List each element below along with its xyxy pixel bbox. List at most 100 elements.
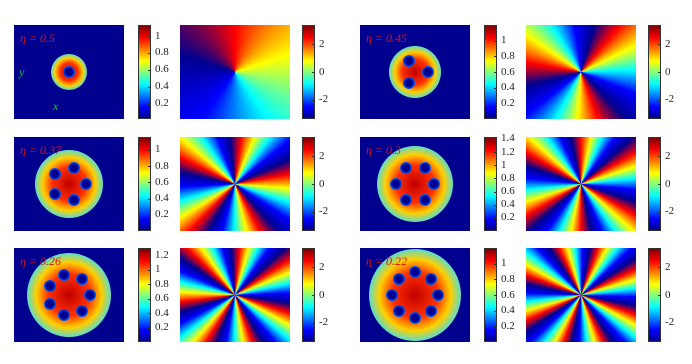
colorbar-tick-label: 0	[319, 288, 325, 301]
colorbar-tick-label: 0.4	[155, 80, 169, 93]
colorbar-tick-label: 0.4	[155, 192, 169, 205]
colorbar-tick-label: 0.2	[501, 96, 515, 109]
colorbar-tick	[148, 198, 151, 200]
phase-image	[526, 248, 636, 342]
phase-image	[180, 248, 290, 342]
colorbar-tick-label: 1	[155, 29, 161, 42]
vortex-core	[402, 77, 415, 90]
colorbar-tick-label: 0.6	[155, 63, 169, 76]
vortex-core	[49, 187, 62, 200]
vortex-core	[386, 289, 398, 301]
colorbar-tick	[658, 99, 661, 101]
colorbar-tick	[494, 165, 497, 167]
colorbar	[138, 25, 151, 119]
colorbar-tick-label: 0.8	[501, 272, 515, 285]
density-blob	[35, 150, 103, 218]
colorbar-tick-label: 0.4	[155, 306, 169, 319]
colorbar-tick	[658, 267, 661, 269]
vortex-core	[84, 289, 96, 301]
colorbar-tick	[494, 72, 497, 73]
axis-label-y: y	[19, 65, 25, 79]
colorbar-tick	[658, 156, 661, 158]
colorbar-tick	[312, 211, 315, 213]
colorbar-tick	[658, 44, 661, 46]
colorbar-tick-label: 0.8	[155, 159, 169, 172]
colorbar-tick	[658, 295, 661, 296]
vortex-core	[425, 305, 438, 318]
colorbar-tick-label: 2	[665, 260, 671, 273]
colorbar-tick	[494, 56, 497, 58]
vortex-core	[80, 178, 92, 190]
colorbar-tick	[494, 263, 497, 265]
colorbar-tick-label: 0.4	[501, 304, 515, 317]
vortex-core	[76, 305, 89, 318]
colorbar-tick	[312, 99, 315, 101]
colorbar-tick	[658, 211, 661, 213]
colorbar-tick-label: -2	[319, 93, 329, 106]
colorbar-tick	[312, 184, 315, 185]
colorbar-tick-label: 0.6	[501, 288, 515, 301]
colorbar-tick	[494, 326, 497, 328]
vortex-core	[409, 312, 421, 324]
panel-label: η = 0.3	[366, 143, 402, 157]
colorbar-tick	[494, 310, 497, 312]
colorbar-tick	[494, 103, 497, 105]
vortex-core	[392, 305, 405, 318]
colorbar-tick-label: 0.2	[501, 211, 515, 224]
vortex-core	[44, 298, 57, 311]
phase-image	[526, 137, 636, 231]
axis-label-x: x	[53, 99, 59, 113]
colorbar-tick	[148, 284, 151, 286]
colorbar-tick-label: 0	[319, 177, 325, 190]
vortex-core	[418, 161, 431, 174]
colorbar-tick	[148, 298, 151, 300]
colorbar-tick-label: 1	[501, 34, 507, 47]
colorbar-tick-label: 0.2	[155, 208, 169, 221]
colorbar-tick-label: -2	[665, 316, 675, 329]
vortex-core	[428, 178, 440, 190]
colorbar-tick-label: -2	[319, 316, 329, 329]
colorbar-tick-label: 0.2	[501, 319, 515, 332]
colorbar	[138, 248, 151, 342]
colorbar-tick	[148, 36, 151, 37]
colorbar-tick	[494, 295, 497, 296]
colorbar-tick	[312, 44, 315, 46]
colorbar-tick-label: 2	[665, 37, 671, 50]
colorbar-tick-label: -2	[665, 93, 675, 106]
density-blob	[27, 253, 111, 337]
vortex-core	[63, 66, 75, 78]
vortex-core	[418, 194, 431, 207]
colorbar-tick	[494, 152, 497, 154]
panel-label: η = 0.37	[20, 143, 62, 157]
vortex-core	[409, 266, 421, 278]
colorbar-tick	[312, 322, 315, 324]
colorbar-tick	[494, 217, 497, 219]
colorbar-tick	[148, 86, 151, 88]
colorbar-tick-label: 0.8	[155, 277, 169, 290]
vortex-core	[44, 279, 57, 292]
vortex-core	[425, 272, 438, 285]
colorbar-tick-label: 0.2	[155, 321, 169, 334]
colorbar-tick	[658, 184, 661, 185]
vortex-core	[68, 161, 81, 174]
colorbar-tick	[494, 191, 497, 193]
colorbar-tick-label: 1.4	[501, 132, 515, 145]
colorbar-tick	[312, 295, 315, 296]
colorbar	[138, 137, 151, 231]
colorbar-tick-label: 0.6	[501, 65, 515, 78]
vortex-core	[399, 194, 412, 207]
colorbar-tick-label: 2	[319, 37, 325, 50]
colorbar-tick	[312, 72, 315, 73]
colorbar-tick-label: 1	[501, 158, 507, 171]
colorbar-tick	[494, 138, 497, 140]
colorbar-tick-label: 0	[665, 288, 671, 301]
vortex-core	[58, 268, 71, 281]
colorbar-tick	[312, 267, 315, 269]
panel-label: η = 0.5	[20, 31, 56, 45]
vortex-core	[76, 272, 89, 285]
colorbar-tick-label: 2	[319, 149, 325, 162]
colorbar-tick-label: 2	[665, 149, 671, 162]
colorbar-tick	[494, 279, 497, 281]
colorbar-tick-label: -2	[319, 205, 329, 218]
panel-label: η = 0.26	[20, 254, 62, 268]
